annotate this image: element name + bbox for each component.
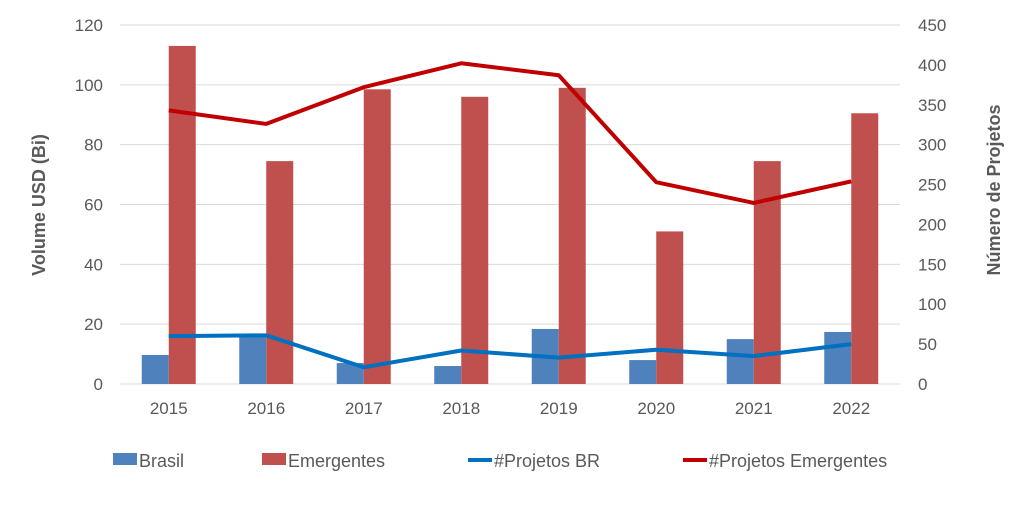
line--projetos-br — [168, 333, 852, 370]
left-tick-label: 40 — [84, 255, 103, 274]
left-tick-label: 80 — [84, 136, 103, 155]
bar-emergentes — [168, 45, 196, 385]
left-tick-label: 0 — [94, 375, 103, 394]
left-tick-label: 120 — [75, 16, 103, 35]
x-tick-label: 2020 — [637, 399, 675, 418]
left-axis-title: Volume USD (Bi) — [29, 134, 49, 276]
line--projetos-emergentes — [168, 61, 852, 205]
bar-emergentes — [266, 161, 294, 384]
bar-brasil — [726, 339, 754, 384]
bar-emergentes — [753, 161, 781, 384]
right-tick-label: 450 — [918, 16, 946, 35]
right-tick-label: 50 — [918, 335, 937, 354]
right-tick-label: 0 — [918, 375, 927, 394]
right-tick-label: 250 — [918, 176, 946, 195]
right-tick-label: 150 — [918, 255, 946, 274]
bar-brasil — [629, 360, 657, 384]
bar-emergentes — [656, 231, 684, 384]
legend-label-projetos-br: #Projetos BR — [494, 451, 600, 471]
left-axis-ticks: 0 20 40 60 80 100 120 — [75, 16, 103, 394]
right-tick-label: 400 — [918, 56, 946, 75]
right-tick-label: 200 — [918, 215, 946, 234]
legend-swatch-emergentes — [262, 453, 286, 465]
legend-swatch-brasil — [113, 453, 137, 465]
lines — [168, 61, 852, 370]
left-tick-label: 20 — [84, 315, 103, 334]
legend-label-brasil: Brasil — [139, 451, 184, 471]
right-axis-title: Número de Projetos — [984, 104, 1004, 275]
x-tick-label: 2022 — [832, 399, 870, 418]
bar-emergentes — [851, 113, 879, 385]
legend-label-emergentes: Emergentes — [288, 451, 385, 471]
bars — [141, 45, 879, 385]
bar-brasil — [141, 354, 169, 384]
bar-brasil — [336, 363, 364, 384]
legend: Brasil Emergentes #Projetos BR #Projetos Em… — [113, 451, 887, 471]
legend-label-projetos-emergentes: #Projetos Emergentes — [709, 451, 887, 471]
x-tick-label: 2019 — [540, 399, 578, 418]
x-axis-ticks: 2015 2016 2017 2018 2019 2020 2021 2022 — [150, 399, 870, 418]
bar-emergentes — [363, 89, 391, 384]
bar-emergentes — [461, 96, 489, 385]
right-axis-ticks: 0 50 100 150 200 250 300 350 400 450 — [918, 16, 946, 394]
gridlines — [120, 24, 900, 385]
right-tick-label: 350 — [918, 96, 946, 115]
right-tick-label: 100 — [918, 295, 946, 314]
bar-brasil — [239, 336, 267, 384]
x-tick-label: 2015 — [150, 399, 188, 418]
x-tick-label: 2017 — [345, 399, 383, 418]
bar-brasil — [434, 366, 462, 384]
right-tick-label: 300 — [918, 136, 946, 155]
x-tick-label: 2021 — [735, 399, 773, 418]
x-tick-label: 2018 — [442, 399, 480, 418]
bar-emergentes — [558, 87, 586, 384]
left-tick-label: 60 — [84, 196, 103, 215]
x-tick-label: 2016 — [247, 399, 285, 418]
left-tick-label: 100 — [75, 76, 103, 95]
bar-brasil — [824, 331, 852, 384]
